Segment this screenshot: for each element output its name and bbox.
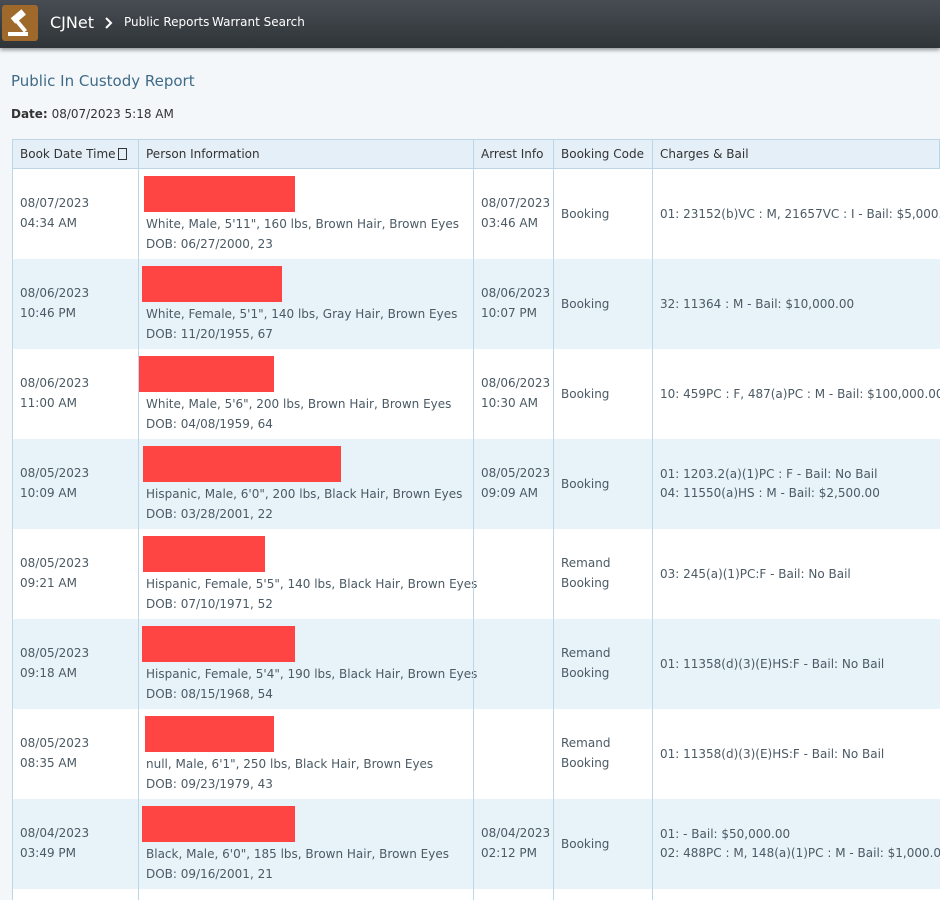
book-text: 08/06/2023 — [20, 286, 90, 300]
charges-text: 01: 23152(b)VC : M, 21657VC : I - Bail: … — [660, 207, 940, 221]
table-header — [12, 139, 940, 169]
book-text: 08/05/2023 — [20, 556, 90, 570]
person-text: DOB: 11/20/1955, 67 — [146, 327, 273, 341]
date-value: 08/07/2023 5:18 AM — [51, 107, 174, 121]
person-text: Hispanic, Female, 5'4", 190 lbs, Black H… — [146, 667, 478, 681]
redaction — [142, 266, 282, 302]
page-title: Public In Custody Report — [11, 72, 195, 90]
person-text: Hispanic, Female, 5'5", 140 lbs, Black H… — [146, 577, 478, 591]
person-text: null, Male, 6'1", 250 lbs, Black Hair, B… — [146, 757, 434, 771]
column-border — [473, 139, 474, 900]
charges-text: 02: 488PC : M, 148(a)(1)PC : M - Bail: $… — [660, 846, 940, 860]
charges-text: 04: 11550(a)HS : M - Bail: $2,500.00 — [660, 486, 880, 500]
book-text: 09:18 AM — [20, 666, 77, 680]
book-text: 10:46 PM — [20, 306, 76, 320]
brand[interactable]: CJNet — [50, 13, 94, 32]
booking-text: Booking — [561, 756, 610, 770]
person-text: White, Male, 5'11", 160 lbs, Brown Hair,… — [146, 217, 460, 231]
charges-text: 01: 11358(d)(3)(E)HS:F - Bail: No Bail — [660, 747, 885, 761]
arrest-text: 08/05/2023 — [481, 466, 551, 480]
arrest-text: 08/06/2023 — [481, 376, 551, 390]
book-text: 08:35 AM — [20, 756, 77, 770]
arrest-text: 10:07 PM — [481, 306, 537, 320]
booking-text: Remand — [561, 556, 611, 570]
redaction — [142, 806, 295, 842]
column-header[interactable]: Charges & Bail — [660, 147, 749, 161]
book-text: 09:21 AM — [20, 576, 77, 590]
book-text: 10:09 AM — [20, 486, 77, 500]
column-border — [652, 139, 653, 900]
redaction — [145, 716, 274, 752]
person-text: White, Male, 5'6", 200 lbs, Brown Hair, … — [146, 397, 452, 411]
person-text: DOB: 09/16/2001, 21 — [146, 867, 273, 881]
arrest-text: 10:30 AM — [481, 396, 538, 410]
book-text: 04:34 AM — [20, 216, 77, 230]
person-text: DOB: 07/10/1971, 52 — [146, 597, 273, 611]
charges-text: 01: 1203.2(a)(1)PC : F - Bail: No Bail — [660, 467, 878, 481]
book-text: 08/05/2023 — [20, 646, 90, 660]
book-text: 08/05/2023 — [20, 736, 90, 750]
person-text: DOB: 09/23/1979, 43 — [146, 777, 273, 791]
book-text: 11:00 AM — [20, 396, 77, 410]
person-text: Black, Male, 6'0", 185 lbs, Brown Hair, … — [146, 847, 449, 861]
column-border — [138, 139, 139, 900]
booking-text: Booking — [561, 297, 610, 311]
redaction — [144, 176, 295, 212]
person-text: DOB: 08/15/1968, 54 — [146, 687, 273, 701]
redaction — [142, 626, 295, 662]
person-text: White, Female, 5'1", 140 lbs, Gray Hair,… — [146, 307, 458, 321]
charges-text: 32: 11364 : M - Bail: $10,000.00 — [660, 297, 855, 311]
arrest-text: 08/04/2023 — [481, 826, 551, 840]
booking-text: Booking — [561, 387, 610, 401]
arrest-text: 08/07/2023 — [481, 196, 551, 210]
column-header[interactable]: Person Information — [146, 147, 260, 161]
booking-text: Booking — [561, 666, 610, 680]
person-text: DOB: 06/27/2000, 23 — [146, 237, 273, 251]
date-label: Date: — [11, 107, 48, 121]
charges-text: 01: 11358(d)(3)(E)HS:F - Bail: No Bail — [660, 657, 885, 671]
column-border — [12, 139, 13, 900]
charges-text: 03: 245(a)(1)PC:F - Bail: No Bail — [660, 567, 851, 581]
booking-text: Booking — [561, 207, 610, 221]
book-text: 08/05/2023 — [20, 466, 90, 480]
booking-text: Booking — [561, 837, 610, 851]
booking-text: Booking — [561, 477, 610, 491]
column-header[interactable]: Book Date Time — [20, 147, 116, 161]
person-text: DOB: 04/08/1959, 64 — [146, 417, 273, 431]
breadcrumb-separator — [105, 17, 113, 29]
column-header[interactable]: Arrest Info — [481, 147, 544, 161]
charges-text: 10: 459PC : F, 487(a)PC : M - Bail: $100… — [660, 387, 940, 401]
logo[interactable] — [2, 5, 38, 41]
charges-text: 01: - Bail: $50,000.00 — [660, 827, 791, 841]
booking-text: Remand — [561, 646, 611, 660]
table-row-partial — [12, 889, 940, 900]
arrest-text: 08/06/2023 — [481, 286, 551, 300]
breadcrumb-link[interactable]: Warrant Search — [212, 15, 305, 29]
book-text: 08/04/2023 — [20, 826, 90, 840]
sort-icon[interactable] — [118, 148, 127, 160]
arrest-text: 09:09 AM — [481, 486, 538, 500]
redaction — [143, 446, 341, 482]
breadcrumb-link[interactable]: Public Reports — [124, 15, 210, 29]
booking-text: Remand — [561, 736, 611, 750]
person-text: Hispanic, Male, 6'0", 200 lbs, Black Hai… — [146, 487, 463, 501]
column-border — [553, 139, 554, 900]
report-date: Date: 08/07/2023 5:18 AM — [11, 107, 174, 121]
arrest-text: 03:46 AM — [481, 216, 538, 230]
arrest-text: 02:12 PM — [481, 846, 537, 860]
book-text: 08/06/2023 — [20, 376, 90, 390]
top-bar: CJNet Public Reports Warrant Search — [0, 0, 940, 48]
column-header[interactable]: Booking Code — [561, 147, 644, 161]
booking-text: Booking — [561, 576, 610, 590]
redaction — [138, 356, 274, 392]
book-text: 03:49 PM — [20, 846, 76, 860]
person-text: DOB: 03/28/2001, 22 — [146, 507, 273, 521]
book-text: 08/07/2023 — [20, 196, 90, 210]
redaction — [143, 536, 265, 572]
